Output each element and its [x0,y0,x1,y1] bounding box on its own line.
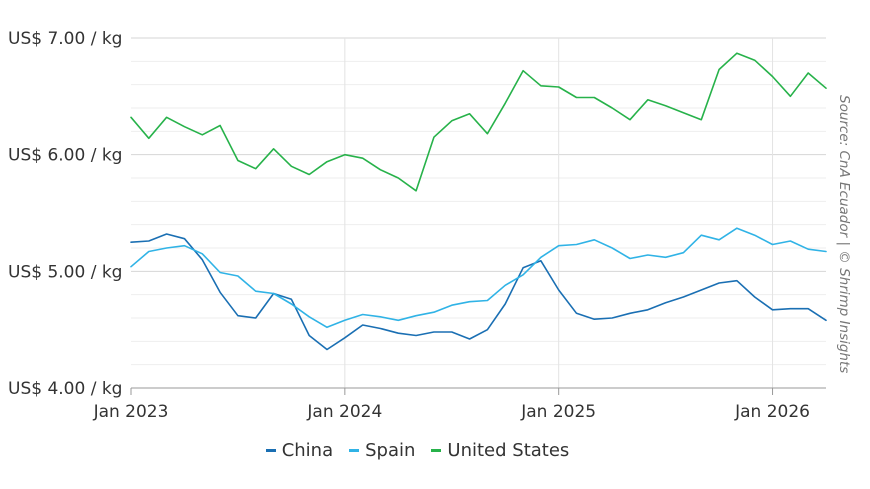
y-tick-label: US$ 7.00 / kg [8,29,122,49]
y-tick-label: US$ 5.00 / kg [8,262,122,282]
y-tick-label: US$ 6.00 / kg [8,146,122,166]
legend-swatch-united-states [431,449,442,452]
source-credit: Source: CnA Ecuador | © Shrimp Insights [836,95,852,374]
legend: China Spain United States [0,440,835,461]
y-tick-label: US$ 4.00 / kg [8,379,122,399]
x-tick-label: Jan 2023 [93,402,169,422]
series-lines [130,52,827,351]
series-line-china[interactable] [130,233,827,351]
legend-label-china: China [281,440,334,461]
x-tick-label: Jan 2025 [520,402,596,422]
legend-swatch-spain [349,449,360,452]
line-chart: US$ 4.00 / kg US$ 5.00 / kg US$ 6.00 / kg U… [8,29,827,422]
legend-item-china[interactable]: China [265,440,334,461]
series-line-spain[interactable] [130,227,827,329]
axes: US$ 4.00 / kg US$ 5.00 / kg US$ 6.00 / kg U… [8,29,826,422]
legend-item-united-states[interactable]: United States [431,440,569,461]
legend-label-spain: Spain [365,440,416,461]
series-line-united-states[interactable] [130,52,827,192]
legend-item-spain[interactable]: Spain [349,440,415,461]
x-tick-label: Jan 2024 [306,402,382,422]
legend-swatch-china [265,449,276,452]
x-tick-label: Jan 2026 [734,402,810,422]
grid [131,37,826,389]
legend-label-united-states: United States [447,440,570,461]
